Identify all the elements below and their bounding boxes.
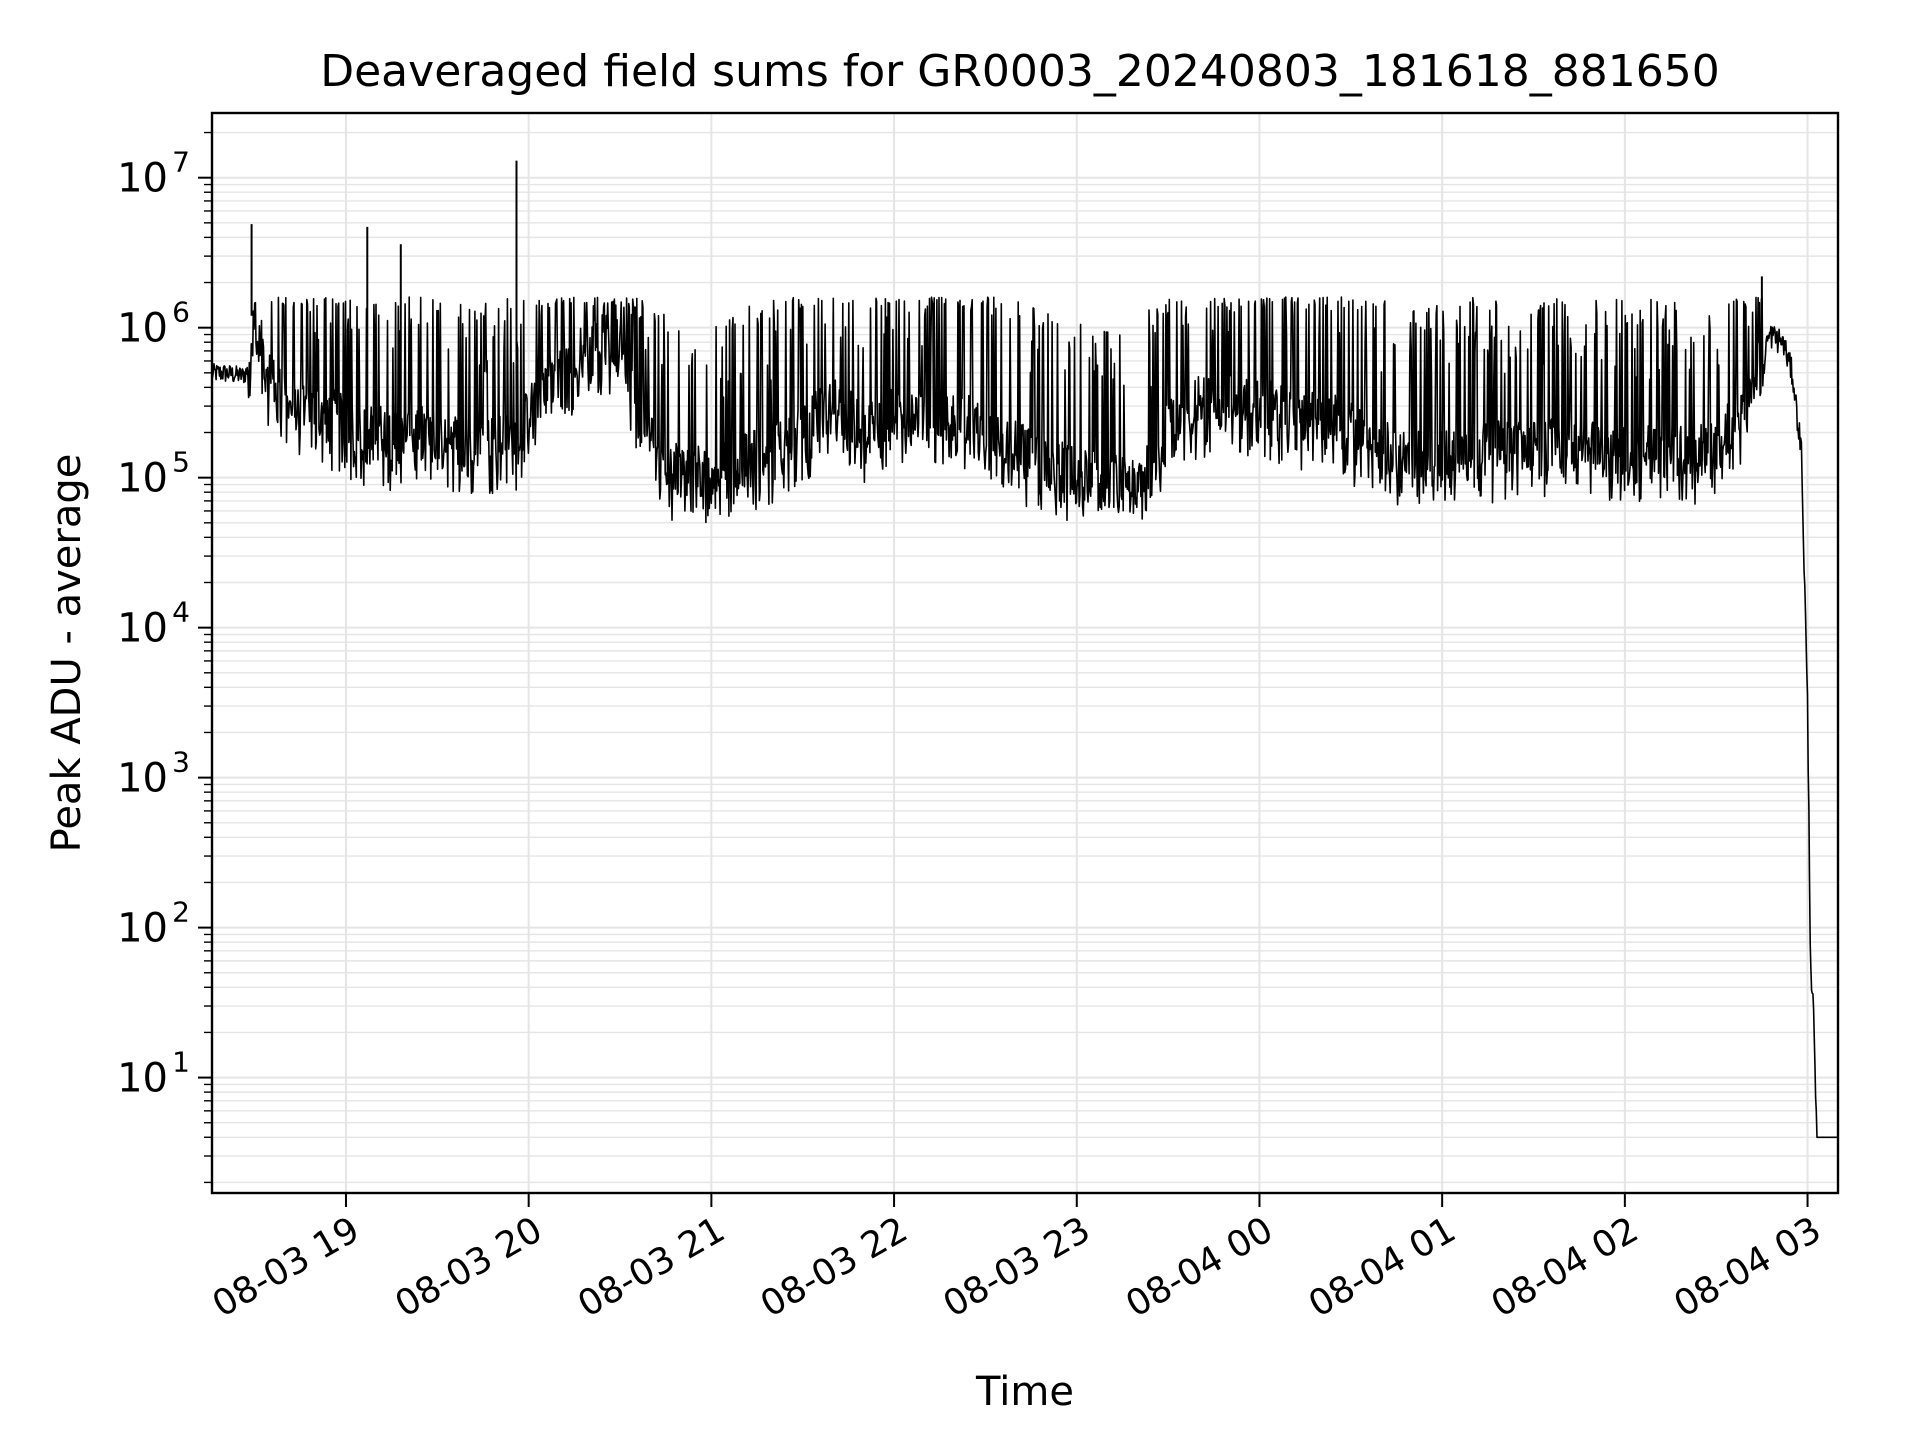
y-tick-label: 10 (117, 156, 168, 202)
data-line (211, 296, 1839, 1139)
y-axis-label: Peak ADU - average (44, 454, 90, 853)
plot-area-frame (210, 111, 1840, 1195)
chart-title: Deaveraged field sums for GR0003_2024080… (320, 46, 1720, 97)
y-tick-label: 10 (117, 606, 168, 652)
y-tick-label: 10 (117, 1056, 168, 1102)
y-tick-label: 10 (117, 756, 168, 802)
y-tick-label-exponent: 6 (172, 296, 190, 329)
data-series (211, 160, 1839, 1139)
y-tick-label-exponent: 1 (172, 1046, 190, 1079)
y-tick-label-exponent: 5 (172, 446, 190, 479)
y-tick-label-exponent: 7 (172, 146, 190, 179)
y-tick-label: 10 (117, 306, 168, 352)
y-tick-label-exponent: 3 (172, 746, 190, 779)
x-axis-label: Time (975, 1369, 1074, 1415)
y-tick-label: 10 (117, 906, 168, 952)
y-tick-label-exponent: 2 (172, 896, 190, 929)
y-tick-label-exponent: 4 (172, 596, 190, 629)
y-tick-label: 10 (117, 456, 168, 502)
